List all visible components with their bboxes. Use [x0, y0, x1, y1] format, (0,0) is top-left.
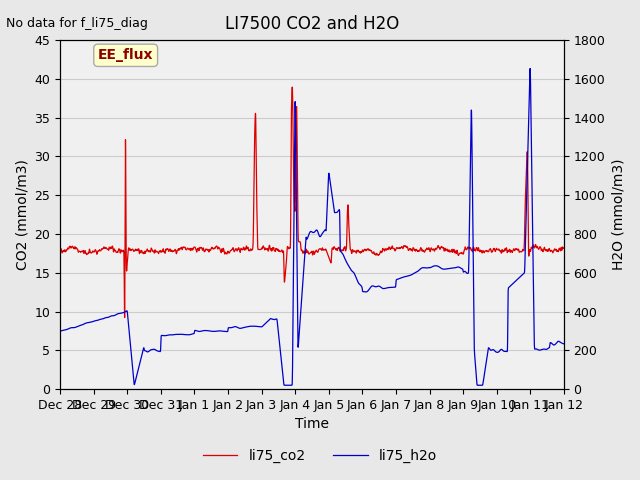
li75_h2o	[370, 283, 378, 289]
li75_h2o	[526, 66, 534, 72]
X-axis label: Time: Time	[295, 418, 329, 432]
Line: li75_h2o: li75_h2o	[60, 69, 564, 385]
li75_co2	[289, 84, 296, 90]
li75_co2	[370, 249, 378, 255]
li75_co2	[121, 315, 129, 321]
li75_co2	[361, 246, 369, 252]
li75_h2o	[361, 289, 369, 295]
Text: No data for f_li75_diag: No data for f_li75_diag	[6, 17, 148, 30]
Legend: li75_co2, li75_h2o: li75_co2, li75_h2o	[197, 443, 443, 468]
Y-axis label: H2O (mmol/m3): H2O (mmol/m3)	[611, 159, 625, 270]
li75_h2o	[56, 328, 64, 334]
li75_co2	[560, 245, 568, 251]
li75_h2o	[512, 278, 520, 284]
li75_co2	[512, 246, 520, 252]
li75_co2	[560, 245, 568, 251]
Y-axis label: CO2 (mmol/m3): CO2 (mmol/m3)	[15, 159, 29, 270]
Line: li75_co2: li75_co2	[60, 87, 564, 318]
li75_h2o	[197, 328, 205, 334]
li75_co2	[197, 245, 205, 251]
li75_co2	[56, 246, 64, 252]
li75_h2o	[164, 332, 172, 338]
li75_h2o	[560, 341, 568, 347]
Title: LI7500 CO2 and H2O: LI7500 CO2 and H2O	[225, 15, 399, 33]
li75_co2	[164, 247, 172, 252]
Text: EE_flux: EE_flux	[98, 48, 154, 62]
li75_h2o	[281, 383, 289, 388]
li75_h2o	[560, 341, 568, 347]
